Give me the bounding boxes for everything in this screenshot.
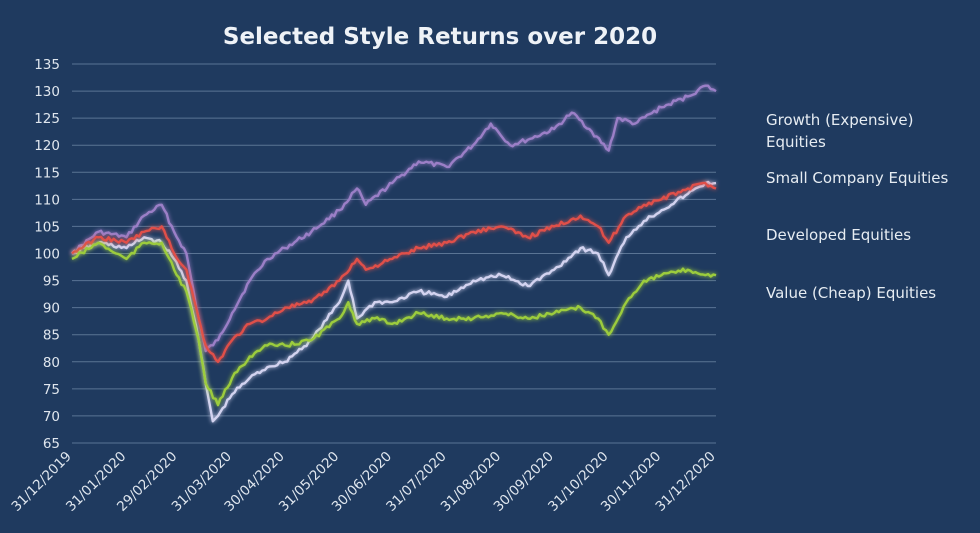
legend-label: Developed Equities [766, 226, 911, 244]
y-tick-label: 105 [34, 219, 60, 235]
legend-item: Small Company Equities [728, 169, 949, 187]
series-line [71, 241, 717, 407]
series-line [71, 181, 717, 363]
y-tick-label: 115 [34, 165, 60, 181]
x-axis-ticks: 31/12/201931/01/202029/02/202031/03/2020… [8, 449, 718, 515]
y-tick-label: 70 [43, 409, 60, 425]
y-tick-label: 130 [34, 84, 60, 100]
chart-title: Selected Style Returns over 2020 [223, 24, 657, 50]
y-tick-label: 90 [43, 301, 60, 317]
legend: Growth (Expensive) Equities Small Company … [728, 111, 949, 302]
series-line [71, 84, 717, 353]
legend-label: Value (Cheap) Equities [766, 284, 936, 302]
y-tick-label: 65 [43, 436, 60, 452]
legend-item: Value (Cheap) Equities [728, 284, 936, 302]
legend-label: Growth (Expensive) Equities [766, 111, 913, 151]
y-tick-label: 110 [34, 192, 60, 208]
gridlines [72, 63, 716, 444]
y-tick-label: 85 [43, 328, 60, 344]
legend-item: Developed Equities [728, 226, 911, 244]
y-axis-ticks: 65 70 75 80 85 90 95 100 105 110 115 120 125 130 135 [34, 57, 60, 452]
y-tick-label: 80 [43, 355, 60, 371]
y-tick-label: 100 [34, 247, 60, 263]
legend-label: Small Company Equities [766, 169, 949, 187]
y-tick-label: 75 [43, 382, 60, 398]
series-line [71, 180, 717, 423]
y-tick-label: 125 [34, 111, 60, 127]
y-tick-label: 95 [43, 274, 60, 290]
y-tick-label: 135 [34, 57, 60, 73]
legend-item: Growth (Expensive) Equities [728, 111, 913, 151]
series-lines [71, 84, 717, 423]
y-tick-label: 120 [34, 138, 60, 154]
